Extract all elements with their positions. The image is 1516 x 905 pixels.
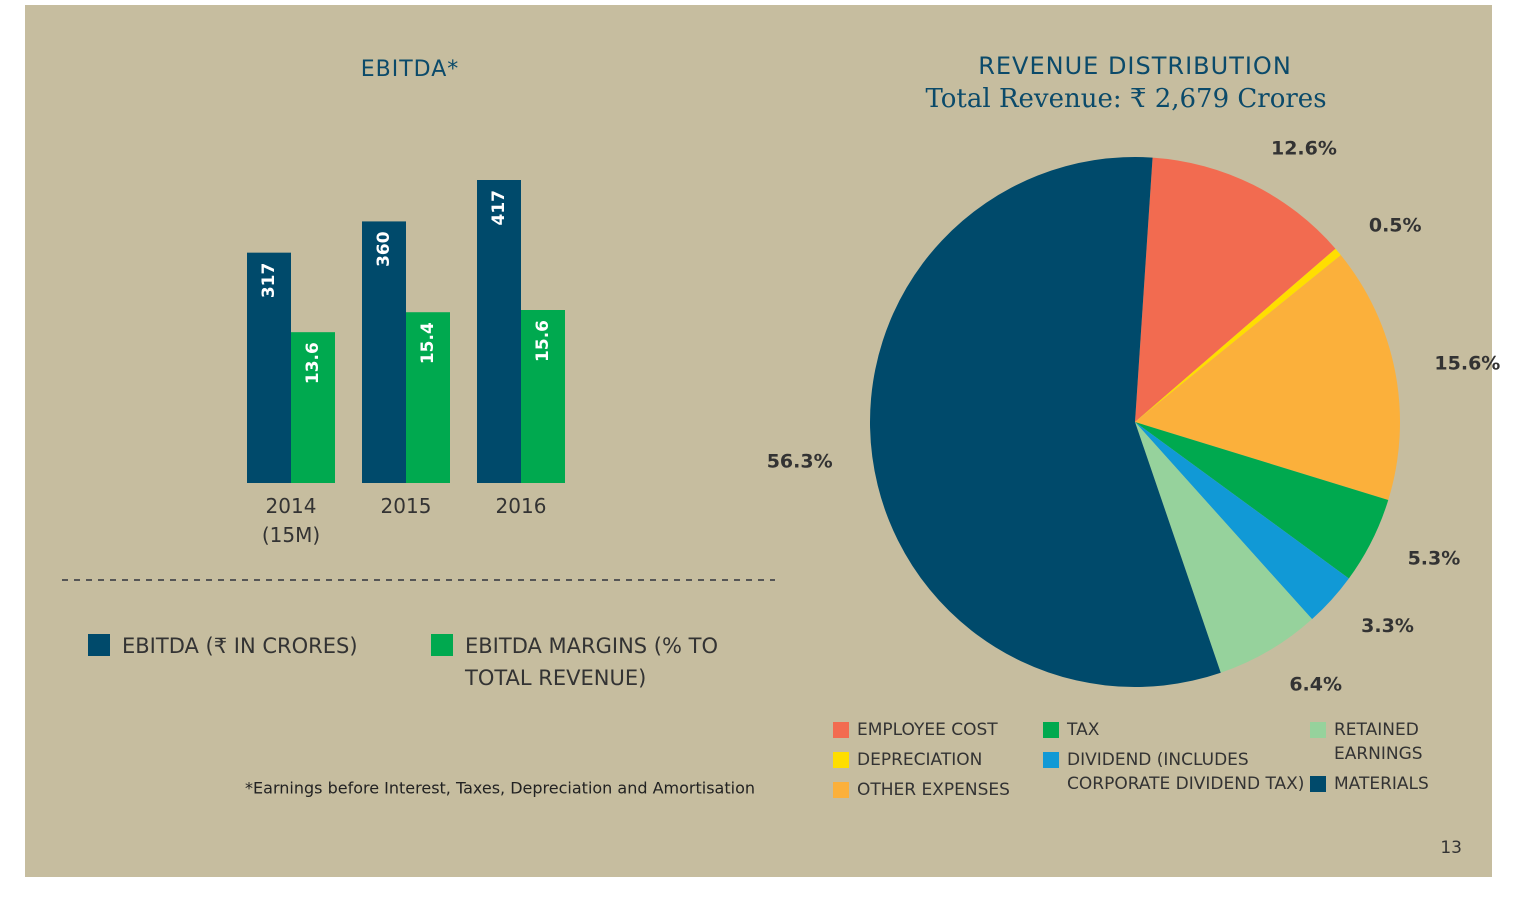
bar	[477, 180, 521, 483]
pie-value-label: 6.4%	[1289, 674, 1342, 696]
legend-label: DEPRECIATION	[857, 750, 983, 770]
page-number: 13	[1440, 838, 1462, 858]
bar	[521, 310, 565, 483]
legend-label: EBITDA MARGINS (% TO TOTAL REVENUE)	[465, 634, 718, 690]
x-tick-label: 2015	[380, 494, 432, 518]
legend-swatch	[833, 782, 849, 798]
footnote: *Earnings before Interest, Taxes, Deprec…	[245, 779, 755, 798]
legend-swatch	[88, 634, 110, 656]
legend-label: EMPLOYEE COST	[857, 720, 998, 740]
legend-label: OTHER EXPENSES	[857, 780, 1010, 800]
x-tick-label: 2016	[495, 494, 547, 518]
bar-value-label: 13.6	[303, 342, 323, 384]
pie-value-label: 5.3%	[1408, 547, 1461, 569]
bar-value-label: 317	[259, 263, 279, 299]
pie-value-label: 3.3%	[1361, 615, 1414, 637]
chart-title: EBITDA*	[361, 57, 460, 82]
bar-value-label: 417	[489, 190, 509, 226]
legend-swatch	[1310, 776, 1326, 792]
pie-slice	[1135, 255, 1400, 501]
chart-title: REVENUE DISTRIBUTION	[978, 52, 1292, 80]
pie-slice	[1135, 422, 1389, 579]
legend-label: DIVIDEND (INCLUDES CORPORATE DIVIDEND TA…	[1067, 750, 1305, 794]
legend-swatch	[1310, 722, 1326, 738]
pie-value-label: 12.6%	[1271, 137, 1337, 159]
bar-value-label: 15.6	[533, 320, 553, 362]
pie-slice	[1135, 248, 1341, 422]
pie-value-label: 56.3%	[767, 451, 833, 473]
bar	[291, 332, 335, 483]
bar-value-label: 360	[374, 231, 394, 267]
legend-swatch	[1043, 722, 1059, 738]
bar	[247, 252, 291, 483]
pie-slice	[1135, 422, 1349, 620]
legend-label: TAX	[1067, 720, 1100, 740]
legend-label: MATERIALS	[1334, 774, 1429, 794]
chart-subtitle: Total Revenue: ₹ 2,679 Crores	[925, 84, 1326, 114]
pie-value-label: 15.6%	[1434, 353, 1500, 375]
pie-slice	[1135, 422, 1313, 673]
legend-label: RETAINED EARNINGS	[1334, 720, 1423, 764]
legend-swatch	[1043, 752, 1059, 768]
pie-slice	[869, 157, 1221, 688]
bar-value-label: 15.4	[418, 322, 438, 364]
legend-swatch	[833, 722, 849, 738]
legend-swatch	[833, 752, 849, 768]
legend-swatch	[431, 634, 453, 656]
pie-slice	[1135, 157, 1336, 422]
bar	[362, 221, 406, 483]
pie-value-label: 0.5%	[1369, 215, 1422, 237]
bar	[406, 312, 450, 483]
x-tick-label: 2014 (15M)	[261, 494, 321, 547]
legend-label: EBITDA (₹ IN CRORES)	[122, 634, 358, 658]
